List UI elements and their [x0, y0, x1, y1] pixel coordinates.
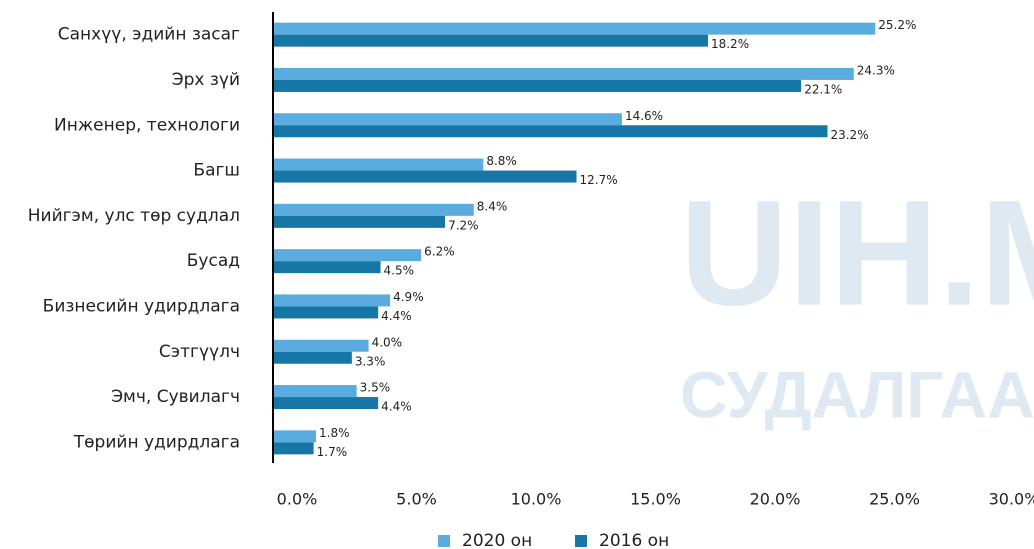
value-label: 8.4%: [477, 199, 508, 213]
bar: [273, 351, 352, 364]
category-label: Эрх зүй: [172, 70, 240, 90]
value-label: 7.2%: [448, 218, 479, 232]
x-tick-label: 30.0%: [989, 490, 1034, 509]
value-label: 1.8%: [319, 426, 350, 440]
value-label: 1.7%: [317, 445, 348, 459]
legend-swatch: [575, 535, 587, 547]
bar: [273, 294, 391, 307]
bar: [273, 22, 876, 35]
value-label: 4.5%: [384, 264, 415, 278]
value-label: 4.4%: [381, 400, 412, 414]
bar: [273, 249, 422, 262]
bar: [273, 306, 379, 319]
bar: [273, 430, 317, 443]
value-label: 3.3%: [355, 354, 386, 368]
legend-swatch: [438, 535, 450, 547]
x-tick-label: 5.0%: [396, 490, 437, 509]
x-tick-label: 15.0%: [630, 490, 681, 509]
legend-label: 2020 он: [462, 531, 532, 549]
bar: [273, 442, 314, 455]
category-label: Төрийн удирдлага: [73, 432, 240, 452]
category-label: Сэтгүүлч: [159, 342, 240, 362]
category-label: Бусад: [187, 251, 240, 271]
category-label: Нийгэм, улс төр судлал: [28, 206, 240, 226]
bar: [273, 339, 369, 352]
value-label: 4.4%: [381, 309, 412, 323]
bar: [273, 261, 381, 274]
value-label: 23.2%: [830, 128, 868, 142]
category-label: Эмч, Сувилагч: [111, 387, 240, 407]
value-label: 6.2%: [424, 245, 455, 259]
legend-label: 2016 он: [599, 531, 669, 549]
x-tick-label: 10.0%: [511, 490, 562, 509]
bar: [273, 170, 577, 183]
value-label: 25.2%: [878, 18, 916, 32]
value-label: 12.7%: [580, 173, 618, 187]
bar: [273, 158, 484, 171]
value-label: 4.9%: [393, 290, 424, 304]
value-label: 14.6%: [625, 109, 663, 123]
value-label: 8.8%: [486, 154, 517, 168]
value-label: 4.0%: [372, 335, 403, 349]
bar: [273, 385, 357, 398]
x-tick-label: 20.0%: [750, 490, 801, 509]
bar: [273, 34, 708, 47]
x-tick-label: 25.0%: [869, 490, 920, 509]
x-tick-label: 0.0%: [277, 490, 318, 509]
bar: [273, 67, 854, 80]
bar: [273, 215, 446, 228]
category-label: Санхүү, эдийн засаг: [58, 25, 240, 45]
watermark: СУДАЛГААНЫ СТ: [680, 357, 1034, 431]
category-label: Бизнесийн удирдлага: [43, 296, 240, 316]
bar: [273, 203, 474, 216]
bar: [273, 125, 828, 138]
watermark: UIH.MN: [680, 169, 1034, 337]
bar: [273, 113, 622, 126]
value-label: 24.3%: [857, 63, 895, 77]
value-label: 18.2%: [711, 37, 749, 51]
category-label: Инженер, технологи: [54, 115, 240, 135]
value-label: 22.1%: [804, 82, 842, 96]
bar: [273, 79, 802, 92]
bar: [273, 397, 379, 410]
value-label: 3.5%: [360, 381, 391, 395]
category-label: Багш: [193, 161, 240, 181]
